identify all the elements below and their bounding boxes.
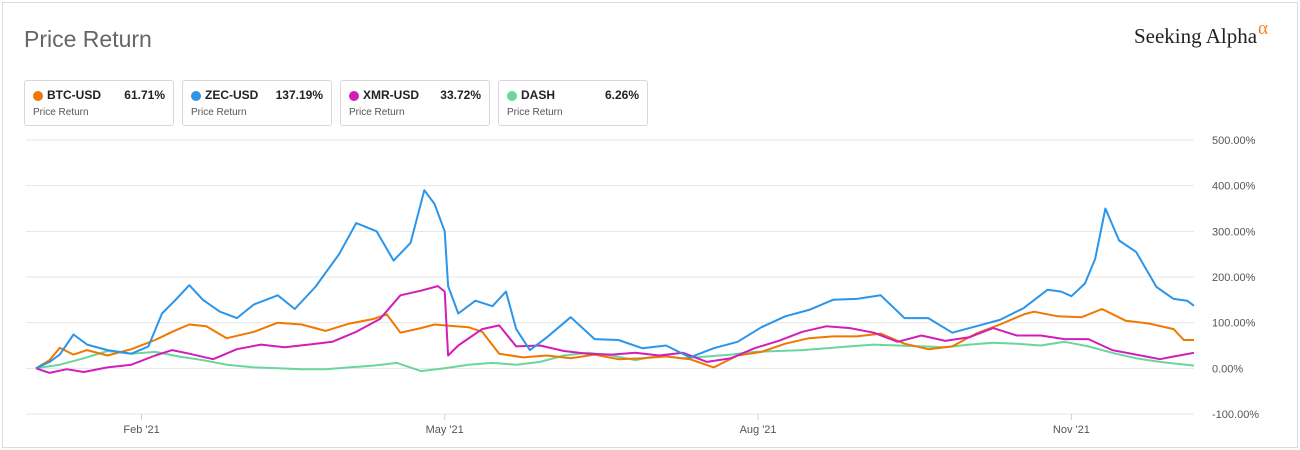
series-line-dash[interactable] — [35, 340, 1195, 373]
y-axis: 500.00% 400.00% 300.00% 200.00% 100.00% 0.00%… — [1212, 135, 1259, 421]
series-color-dot-icon — [349, 91, 359, 101]
page-title: Price Return — [24, 26, 152, 52]
series-color-dot-icon — [507, 91, 517, 101]
y-tick-label: 500.00% — [1212, 135, 1256, 147]
brand-name: Seeking Alpha — [1133, 24, 1258, 48]
legend-subtitle: Price Return — [349, 107, 405, 118]
legend-value: 33.72% — [440, 88, 481, 102]
series-color-dot-icon — [191, 91, 201, 101]
y-tick-label: 200.00% — [1212, 272, 1256, 284]
legend-symbol: ZEC-USD — [205, 88, 259, 102]
legend-item-btc[interactable]: BTC-USD 61.71% Price Return — [24, 80, 174, 126]
legend-symbol: XMR-USD — [363, 88, 419, 102]
series-line-zec-usd[interactable] — [35, 189, 1195, 370]
legend-item-zec[interactable]: ZEC-USD 137.19% Price Return — [182, 80, 332, 126]
series-line-btc-usd[interactable] — [35, 308, 1194, 370]
legend-symbol: BTC-USD — [47, 88, 101, 102]
x-tick-label: May '21 — [426, 424, 464, 436]
legend-value: 61.71% — [124, 88, 165, 102]
series-color-dot-icon — [33, 91, 43, 101]
legend-symbol: DASH — [521, 88, 556, 102]
gridlines — [26, 139, 1194, 415]
legend-value: 6.26% — [604, 88, 639, 102]
legend-value: 137.19% — [275, 88, 323, 102]
y-tick-label: 0.00% — [1212, 363, 1243, 375]
seeking-alpha-logo[interactable]: Seeking Alphaα — [1133, 18, 1268, 49]
series-line-xmr-usd[interactable] — [35, 285, 1195, 374]
y-tick-label: 300.00% — [1212, 226, 1256, 238]
legend-subtitle: Price Return — [33, 107, 89, 118]
x-axis: Feb '21 May '21 Aug '21 Nov '21 — [123, 414, 1090, 436]
y-tick-label: 100.00% — [1212, 318, 1256, 330]
alpha-symbol-icon: α — [1258, 18, 1268, 39]
series-lines — [35, 189, 1195, 374]
y-tick-label: 400.00% — [1212, 181, 1256, 193]
legend-subtitle: Price Return — [191, 107, 247, 118]
x-tick-label: Aug '21 — [740, 424, 777, 436]
legend-item-xmr[interactable]: XMR-USD 33.72% Price Return — [340, 80, 490, 126]
x-tick-label: Nov '21 — [1053, 424, 1090, 436]
legend-item-dash[interactable]: DASH 6.26% Price Return — [498, 80, 648, 126]
legend-subtitle: Price Return — [507, 107, 563, 118]
x-tick-label: Feb '21 — [123, 424, 159, 436]
y-tick-label: -100.00% — [1212, 409, 1259, 421]
